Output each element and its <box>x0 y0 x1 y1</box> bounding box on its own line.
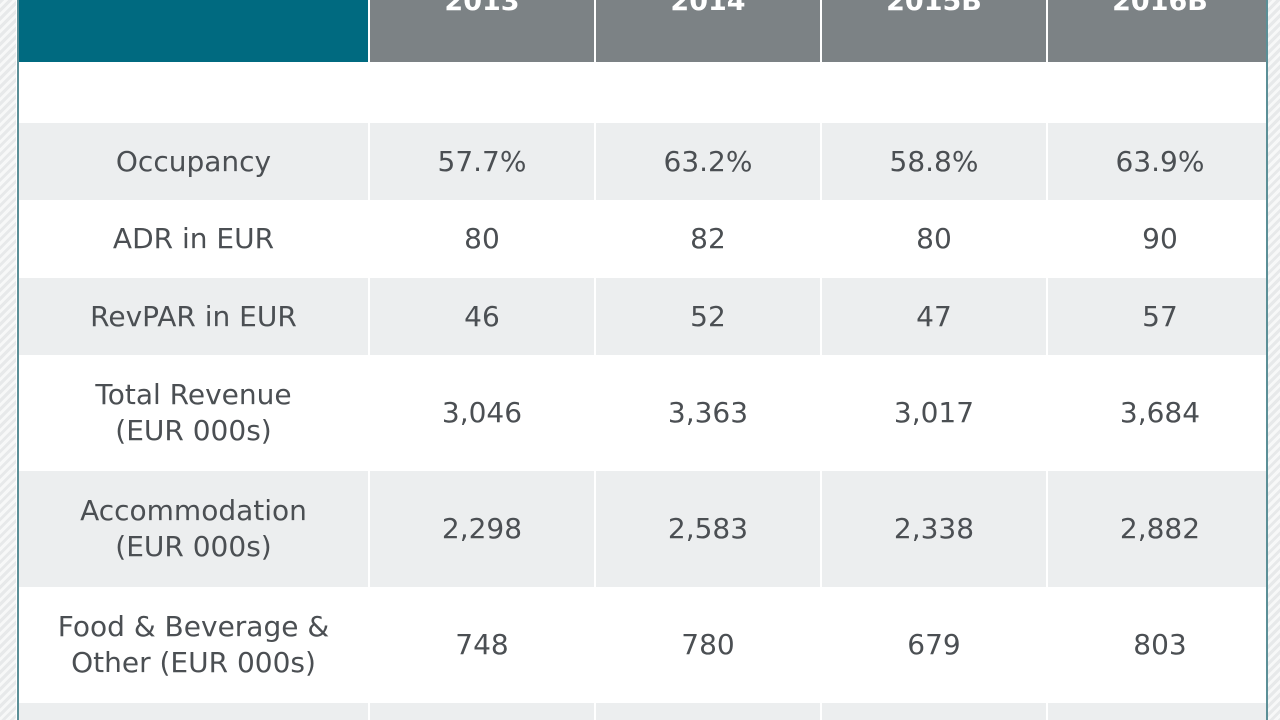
row-label-adr: ADR in EUR <box>19 200 368 278</box>
adr-value: 90 <box>1048 200 1266 278</box>
partial-row-cell <box>596 703 820 720</box>
spacer-cell <box>1048 62 1266 123</box>
food-beverage-other-value: 748 <box>370 587 594 703</box>
right-border-pattern <box>1268 0 1280 720</box>
spacer-cell <box>370 62 594 123</box>
adr-value: 82 <box>596 200 820 278</box>
header-year-3: 2015B <box>822 0 1046 62</box>
total-revenue-value: 3,046 <box>370 355 594 471</box>
spacer-cell <box>596 62 820 123</box>
row-label-food-beverage-other: Food & Beverage & Other (EUR 000s) <box>19 587 368 703</box>
row-label-revpar: RevPAR in EUR <box>19 278 368 355</box>
spacer-cell <box>19 62 368 123</box>
header-corner-cell <box>19 0 368 62</box>
total-revenue-value: 3,363 <box>596 355 820 471</box>
header-year-1: 2013 <box>370 0 594 62</box>
partial-row-cell <box>1048 703 1266 720</box>
accommodation-value: 2,583 <box>596 471 820 587</box>
row-label-total-revenue: Total Revenue (EUR 000s) <box>19 355 368 471</box>
revpar-value: 46 <box>370 278 594 355</box>
header-year-2: 2014 <box>596 0 820 62</box>
adr-value: 80 <box>370 200 594 278</box>
occupancy-value: 63.9% <box>1048 123 1266 200</box>
left-border-pattern <box>0 0 16 720</box>
occupancy-value: 58.8% <box>822 123 1046 200</box>
row-label-accommodation: Accommodation (EUR 000s) <box>19 471 368 587</box>
accommodation-value: 2,882 <box>1048 471 1266 587</box>
occupancy-value: 57.7% <box>370 123 594 200</box>
adr-value: 80 <box>822 200 1046 278</box>
partial-row-cell <box>370 703 594 720</box>
row-label-occupancy: Occupancy <box>19 123 368 200</box>
total-revenue-value: 3,017 <box>822 355 1046 471</box>
table-frame: 2013 2014 2015B 2016B Occupancy 57.7% 63… <box>17 0 1268 720</box>
partial-row-cell <box>822 703 1046 720</box>
accommodation-value: 2,298 <box>370 471 594 587</box>
food-beverage-other-value: 803 <box>1048 587 1266 703</box>
spacer-cell <box>822 62 1046 123</box>
food-beverage-other-value: 780 <box>596 587 820 703</box>
header-year-4: 2016B <box>1048 0 1266 62</box>
revpar-value: 57 <box>1048 278 1266 355</box>
total-revenue-value: 3,684 <box>1048 355 1266 471</box>
food-beverage-other-value: 679 <box>822 587 1046 703</box>
hotel-performance-table: 2013 2014 2015B 2016B Occupancy 57.7% 63… <box>19 0 1266 720</box>
revpar-value: 52 <box>596 278 820 355</box>
partial-row-cell <box>19 703 368 720</box>
occupancy-value: 63.2% <box>596 123 820 200</box>
accommodation-value: 2,338 <box>822 471 1046 587</box>
revpar-value: 47 <box>822 278 1046 355</box>
